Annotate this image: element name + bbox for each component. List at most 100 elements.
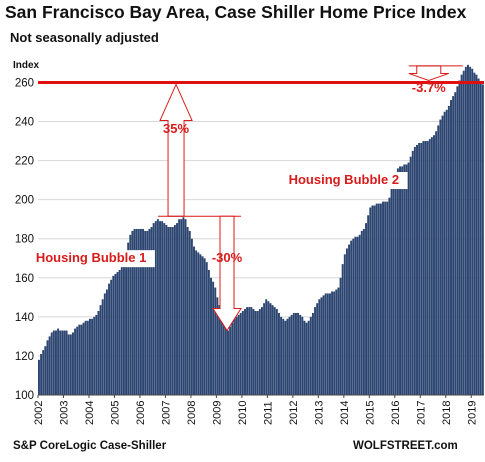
bar: [180, 219, 183, 395]
bar: [184, 219, 187, 395]
bar: [354, 236, 357, 395]
bar: [331, 291, 334, 395]
bar: [197, 252, 200, 395]
bar: [316, 303, 319, 395]
bar: [112, 275, 115, 395]
bar: [241, 311, 244, 395]
y-tick-label: 240: [15, 117, 34, 129]
bar: [48, 336, 51, 395]
bar: [171, 227, 174, 395]
annotations: Housing Bubble 1 Housing Bubble 2 35% -30% -…: [27, 80, 446, 268]
bar: [458, 80, 461, 396]
bar: [105, 289, 108, 395]
bar: [161, 221, 164, 395]
bar: [108, 283, 111, 395]
bar: [288, 316, 291, 395]
annotation-label: Housing Bubble 2: [289, 172, 400, 187]
bar: [95, 314, 98, 395]
bar: [311, 312, 314, 395]
bar: [430, 137, 433, 395]
bar: [345, 248, 348, 395]
bar: [416, 144, 418, 395]
bar: [248, 307, 251, 395]
y-tick-label: 220: [15, 156, 34, 168]
bar: [462, 70, 465, 395]
bar: [405, 164, 408, 395]
x-tick-label: 2006: [135, 401, 147, 425]
bar: [445, 109, 448, 395]
y-tick-label: 260: [15, 77, 34, 89]
bar: [40, 353, 43, 395]
bar: [156, 219, 159, 395]
x-tick-label: 2012: [288, 401, 300, 425]
x-axis-ticks: 2002 2003 2004 2005 2006 2007 2008 2009 2010 2011…: [33, 395, 478, 425]
bar: [54, 330, 57, 395]
bar: [212, 281, 215, 395]
bar: [207, 269, 210, 395]
bar: [76, 326, 79, 395]
bar: [386, 201, 389, 395]
bar: [339, 277, 342, 395]
bar: [377, 203, 380, 395]
bar: [360, 230, 363, 395]
bar: [120, 266, 123, 395]
bar: [282, 318, 285, 395]
bar: [193, 246, 195, 395]
bar: [74, 328, 77, 395]
bar: [222, 320, 225, 395]
bar: [210, 277, 212, 395]
bar: [69, 334, 72, 395]
bar: [401, 166, 404, 395]
bar: [91, 318, 94, 395]
bar: [407, 162, 410, 395]
annotation-label: 35%: [163, 121, 189, 136]
bar: [97, 311, 100, 395]
x-tick-label: 2011: [262, 401, 274, 425]
bar: [203, 258, 206, 395]
bar: [326, 293, 329, 395]
y-tick-label: 180: [15, 234, 34, 246]
x-tick-label: 2016: [390, 401, 402, 425]
bar: [286, 318, 289, 395]
bar: [220, 312, 223, 395]
bar: [399, 166, 401, 395]
bar: [318, 299, 321, 395]
bar: [273, 307, 276, 395]
bar: [481, 84, 484, 396]
bar: [38, 359, 40, 395]
bar: [475, 74, 478, 395]
y-axis-ticks: 100 120 140 160 180 200 220 240 260: [15, 77, 34, 402]
annotation-label: -3.7%: [412, 80, 446, 95]
bar: [165, 225, 168, 395]
annotation-background: [27, 250, 155, 268]
bar: [305, 322, 308, 395]
bar: [275, 309, 278, 395]
bar: [460, 74, 463, 395]
x-tick-label: 2007: [160, 401, 172, 425]
bar: [292, 312, 295, 395]
bar: [284, 320, 287, 395]
bar: [235, 316, 238, 395]
x-tick-label: 2017: [415, 401, 427, 425]
bar: [396, 168, 399, 395]
bar: [307, 320, 310, 395]
y-tick-label: 160: [15, 273, 34, 285]
bar: [280, 316, 283, 395]
bar: [218, 305, 221, 395]
bar: [441, 115, 444, 396]
bar: [214, 287, 217, 395]
bar: [173, 225, 176, 395]
bar: [139, 228, 142, 395]
bar: [320, 297, 323, 395]
bar: [116, 271, 119, 395]
bar: [110, 279, 113, 395]
bar: [299, 314, 302, 395]
bar: [418, 143, 421, 395]
bar: [375, 203, 378, 395]
bars-group: [38, 64, 484, 396]
arrow-down-30: [212, 215, 242, 332]
bar: [473, 72, 476, 396]
bar: [233, 318, 236, 395]
annotation-background: [280, 172, 408, 190]
bar: [114, 273, 117, 395]
